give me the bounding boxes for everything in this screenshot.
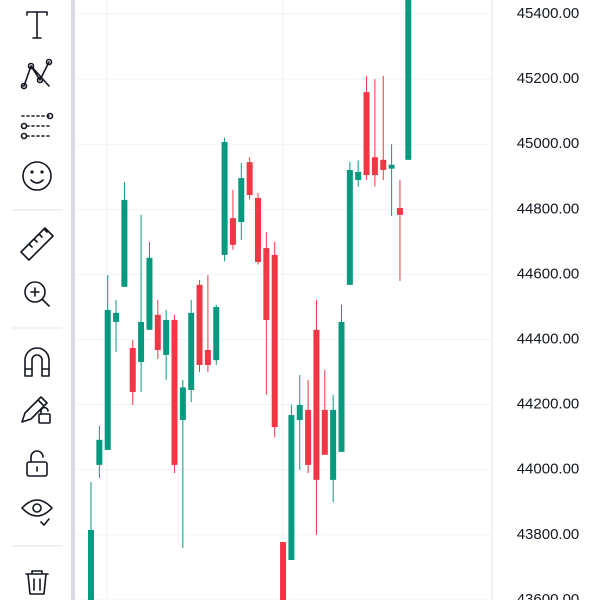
price-label: 43600.00 xyxy=(517,591,580,600)
candle-body xyxy=(188,312,195,391)
ruler-tool[interactable] xyxy=(20,227,54,261)
fib-tool[interactable] xyxy=(20,112,54,140)
candle-body xyxy=(388,164,395,169)
toolbar xyxy=(12,0,75,600)
candle-body xyxy=(179,387,186,420)
price-label: 44200.00 xyxy=(517,396,580,413)
text-tool[interactable] xyxy=(26,11,48,39)
candle-body xyxy=(396,208,403,215)
price-label: 45000.00 xyxy=(517,135,580,152)
candle-body xyxy=(171,320,178,465)
candle-body xyxy=(221,141,228,255)
candle-body xyxy=(129,348,136,392)
emoji-tool[interactable] xyxy=(22,161,52,191)
candle-body xyxy=(196,284,203,365)
candle-body xyxy=(321,409,328,455)
candle-body xyxy=(405,0,412,160)
candle-body xyxy=(296,404,303,420)
delete-tool[interactable] xyxy=(25,570,49,595)
candle-body xyxy=(255,197,261,263)
candle-body xyxy=(88,530,94,600)
candle-body xyxy=(213,306,220,361)
candle-body xyxy=(163,320,170,355)
candle-body xyxy=(313,329,320,480)
candle-body xyxy=(355,171,362,181)
candle-body xyxy=(288,415,295,560)
price-label: 44400.00 xyxy=(517,331,580,348)
candle-body xyxy=(121,199,128,287)
candle-body xyxy=(346,169,353,285)
lock-tool[interactable] xyxy=(26,450,48,477)
candle-body xyxy=(204,349,211,365)
lock-drawings[interactable] xyxy=(21,396,51,424)
price-label: 43800.00 xyxy=(517,526,580,543)
candle-body xyxy=(330,409,337,480)
candle-body xyxy=(154,314,161,350)
candle-body xyxy=(305,409,312,465)
price-label: 44000.00 xyxy=(517,461,580,478)
candle-body xyxy=(280,542,287,600)
price-label: 44600.00 xyxy=(517,265,580,282)
candle-body xyxy=(246,162,253,196)
candle-body xyxy=(363,92,370,176)
price-label: 44800.00 xyxy=(517,200,580,217)
price-scale: 43600.00 43800.00 44000.00 44200.00 44400.00… xyxy=(517,5,580,600)
pattern-tool[interactable] xyxy=(20,58,53,90)
candle-body xyxy=(113,312,120,322)
candle-body xyxy=(104,309,111,450)
candle-body xyxy=(380,159,387,170)
candle-body xyxy=(138,321,145,363)
magnet-tool[interactable] xyxy=(24,347,50,377)
candle-body xyxy=(96,439,103,465)
candle-body xyxy=(263,248,270,321)
visibility-tool[interactable] xyxy=(21,499,53,526)
candle-body xyxy=(146,257,153,330)
candles xyxy=(88,0,412,600)
candle-body xyxy=(371,157,378,176)
candle-body xyxy=(238,178,245,223)
price-label: 45200.00 xyxy=(517,70,580,87)
price-label: 45400.00 xyxy=(517,5,580,22)
zoom-tool[interactable] xyxy=(24,281,50,307)
candle-body xyxy=(229,218,236,245)
scrollbar xyxy=(71,0,75,600)
grid xyxy=(76,13,492,600)
candle-body xyxy=(338,321,345,452)
candle-body xyxy=(271,254,278,428)
